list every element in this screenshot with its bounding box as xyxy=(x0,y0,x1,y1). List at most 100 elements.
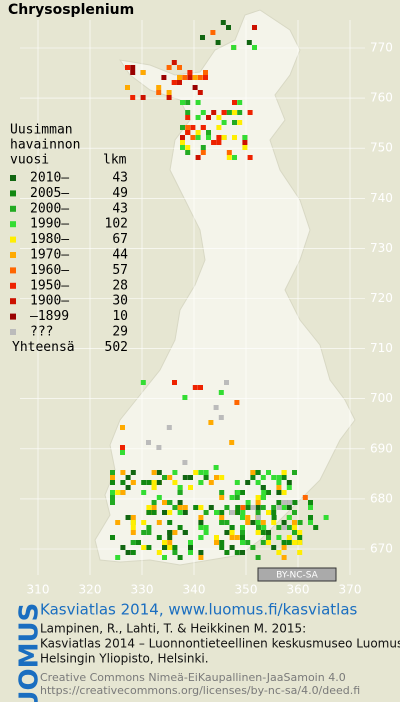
occurrence-square xyxy=(214,535,219,540)
occurrence-square xyxy=(140,95,146,100)
occurrence-square xyxy=(156,90,162,95)
occurrence-square xyxy=(156,550,162,555)
occurrence-square xyxy=(177,485,183,490)
occurrence-square xyxy=(203,530,209,535)
occurrence-square xyxy=(198,555,204,560)
occurrence-square xyxy=(172,545,178,550)
occurrence-square xyxy=(188,540,193,545)
occurrence-square xyxy=(271,520,277,525)
occurrence-square xyxy=(219,545,225,550)
occurrence-square xyxy=(198,535,204,540)
occurrence-square xyxy=(219,510,225,515)
occurrence-square xyxy=(141,530,147,535)
occurrence-square xyxy=(198,550,204,555)
occurrence-square xyxy=(188,550,193,555)
occurrence-square xyxy=(156,520,162,525)
legend-count: 102 xyxy=(105,217,128,232)
occurrence-square xyxy=(193,470,199,475)
y-label: 730 xyxy=(370,241,393,255)
occurrence-square xyxy=(282,525,287,530)
occurrence-square xyxy=(297,535,303,540)
occurrence-square xyxy=(256,515,261,520)
occurrence-square xyxy=(260,475,266,480)
occurrence-square xyxy=(195,155,201,160)
occurrence-square xyxy=(240,505,246,510)
occurrence-square xyxy=(230,510,235,515)
license-badge: BY-NC-SA xyxy=(257,567,337,582)
occurrence-square xyxy=(110,470,115,475)
occurrence-square xyxy=(208,480,214,485)
occurrence-square xyxy=(195,100,201,105)
occurrence-square xyxy=(172,480,178,485)
occurrence-square xyxy=(200,145,206,150)
occurrence-square xyxy=(182,505,188,510)
occurrence-square xyxy=(140,70,146,75)
y-label: 670 xyxy=(370,542,393,556)
citation-line: Lampinen, R., Lahti, T. & Heikkinen M. 2… xyxy=(40,622,306,636)
occurrence-square xyxy=(162,510,167,515)
occurrence-square xyxy=(292,510,297,515)
legend-total-label: Yhteensä xyxy=(12,340,75,355)
occurrence-square xyxy=(182,75,188,80)
occurrence-square xyxy=(255,505,261,510)
occurrence-square xyxy=(308,500,313,505)
occurrence-square xyxy=(156,470,162,475)
occurrence-square xyxy=(182,530,188,535)
occurrence-square xyxy=(308,505,313,510)
occurrence-square xyxy=(130,515,136,520)
occurrence-square xyxy=(245,500,251,505)
occurrence-square xyxy=(240,550,245,555)
occurrence-square xyxy=(162,555,167,560)
y-label: 740 xyxy=(370,191,393,205)
occurrence-square xyxy=(255,470,261,475)
occurrence-square xyxy=(198,505,204,510)
occurrence-square xyxy=(162,540,167,545)
x-label: 340 xyxy=(183,583,206,597)
occurrence-square xyxy=(180,125,185,130)
occurrence-square xyxy=(180,140,185,145)
occurrence-square xyxy=(198,520,204,525)
occurrence-square xyxy=(185,115,191,120)
occurrence-square xyxy=(276,500,282,505)
occurrence-square xyxy=(180,145,185,150)
occurrence-square xyxy=(125,475,131,480)
occurrence-square xyxy=(245,515,251,520)
occurrence-square xyxy=(125,485,131,490)
occurrence-square xyxy=(281,475,287,480)
occurrence-square xyxy=(166,90,172,95)
occurrence-square xyxy=(171,80,177,85)
occurrence-square xyxy=(200,110,206,115)
occurrence-square xyxy=(110,475,115,480)
occurrence-square xyxy=(188,485,193,490)
occurrence-square xyxy=(255,500,261,505)
y-label: 770 xyxy=(370,41,393,55)
occurrence-square xyxy=(141,490,147,495)
legend-header: havainnon xyxy=(10,138,80,153)
occurrence-square xyxy=(218,390,224,395)
occurrence-square xyxy=(292,540,297,545)
occurrence-square xyxy=(146,525,152,530)
occurrence-square xyxy=(125,550,131,555)
occurrence-square xyxy=(260,520,266,525)
legend-label: 2010– xyxy=(30,171,69,186)
occurrence-square xyxy=(242,145,248,150)
occurrence-square xyxy=(177,505,183,510)
occurrence-square xyxy=(308,520,313,525)
legend-swatch xyxy=(10,205,16,212)
occurrence-square xyxy=(250,545,256,550)
occurrence-square xyxy=(224,505,230,510)
occurrence-square xyxy=(232,100,237,105)
occurrence-square xyxy=(245,540,251,545)
occurrence-square xyxy=(229,440,235,445)
occurrence-square xyxy=(245,505,251,510)
occurrence-square xyxy=(235,490,241,495)
occurrence-square xyxy=(177,65,182,70)
occurrence-square xyxy=(218,415,224,420)
occurrence-square xyxy=(266,470,271,475)
occurrence-square xyxy=(246,40,252,45)
occurrence-square xyxy=(224,380,229,385)
occurrence-square xyxy=(271,475,277,480)
occurrence-square xyxy=(213,465,219,470)
occurrence-square xyxy=(271,505,277,510)
